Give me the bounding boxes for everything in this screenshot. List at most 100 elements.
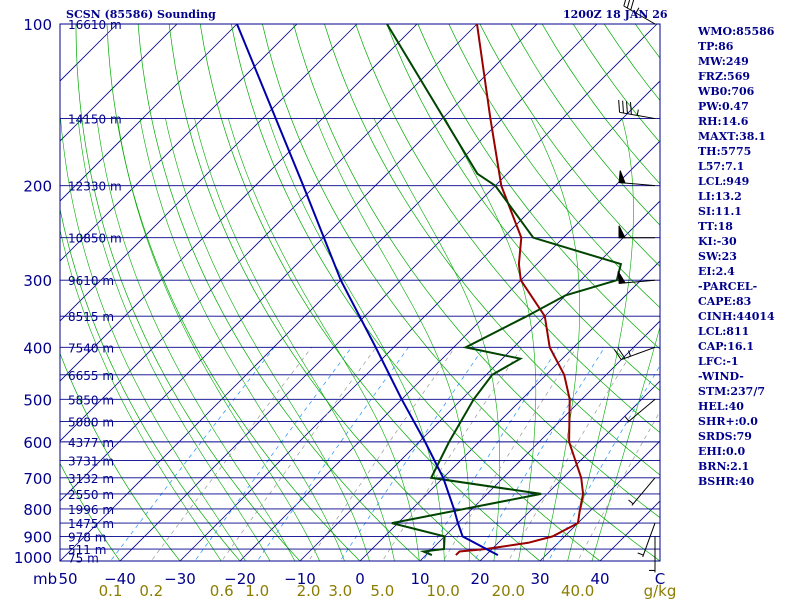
dewpoint-trace <box>386 24 623 557</box>
index-item: PW:0.47 <box>698 100 749 113</box>
index-item: L57:7.1 <box>698 160 745 173</box>
temperature-tick-label: 10 <box>410 570 429 588</box>
height-label: 10850 m <box>68 232 122 246</box>
mixing-ratio-label: 3.0 <box>328 582 352 600</box>
mixing-ratio-line <box>194 347 352 561</box>
sounding-title: SCSN (85586) Sounding <box>66 8 216 21</box>
wind-barb-half <box>636 109 639 116</box>
dry-adiabat <box>137 24 421 561</box>
isotherm-line <box>299 200 660 561</box>
index-item: CAPE:83 <box>698 295 752 308</box>
wind-barb-pennant <box>617 271 626 284</box>
isobar-lines <box>59 23 661 562</box>
pressure-tick-label: 100 <box>23 16 52 34</box>
height-label: 1996 m <box>68 503 114 517</box>
mixing-ratio-label: 0.6 <box>210 582 234 600</box>
dry-adiabat <box>60 462 121 561</box>
dry-adiabat <box>479 24 660 267</box>
height-label: 511 m <box>68 543 106 557</box>
wind-barb-flag <box>622 100 624 114</box>
mixing-ratio-line <box>308 347 456 561</box>
height-label: 75 m <box>68 551 99 565</box>
wind-barb-staff <box>642 522 656 558</box>
mixing-ratio-line <box>221 347 377 561</box>
index-item: TH:5775 <box>698 145 752 158</box>
mixing-ratio-lines <box>110 347 660 561</box>
pressure-tick-label: 400 <box>23 339 52 357</box>
index-item: BSHR:40 <box>698 475 755 488</box>
wind-barb-flag <box>617 347 626 359</box>
index-item: HEL:40 <box>698 400 744 413</box>
mixing-ratio-line <box>150 347 312 561</box>
dry-adiabat <box>75 24 301 561</box>
dry-adiabat <box>355 24 660 434</box>
wind-barb-pennant <box>618 225 626 239</box>
wind-barb-flag <box>626 0 631 9</box>
height-label: 14150 m <box>68 113 122 127</box>
wind-barb-half <box>637 552 644 556</box>
temperature-tick-label: 40 <box>590 570 609 588</box>
wind-barb-pennant <box>618 170 626 184</box>
height-label: 5850 m <box>68 393 114 407</box>
isotherm-line <box>60 24 298 262</box>
isotherm-line <box>119 24 658 561</box>
isotherm-line <box>60 24 478 442</box>
index-item: TP:86 <box>698 40 734 53</box>
index-item: -PARCEL- <box>698 280 758 293</box>
index-item: -WIND- <box>698 370 744 383</box>
mixing-ratio-label: 0.1 <box>99 582 123 600</box>
index-item: BRN:2.1 <box>698 460 750 473</box>
wind-barb-staff <box>621 346 656 361</box>
wind-barb-flag <box>613 349 622 360</box>
isotherm-line <box>359 260 660 561</box>
index-item: TT:18 <box>698 220 733 233</box>
index-item: STM:237/7 <box>698 385 765 398</box>
height-label: 978 m <box>68 530 106 544</box>
wind-barb-half <box>635 7 640 14</box>
mixing-ratio-line <box>381 347 523 561</box>
isotherm-line <box>239 140 660 561</box>
wind-barb-staff <box>623 5 656 25</box>
isotherm-line <box>60 24 178 142</box>
mixing-ratio-line <box>577 410 660 561</box>
dry-adiabat <box>60 207 241 561</box>
height-label: 8515 m <box>68 310 114 324</box>
wind-barb-flag <box>618 99 621 113</box>
index-item: FRZ:569 <box>698 70 751 83</box>
pressure-tick-label: 500 <box>23 391 52 409</box>
height-label: 4377 m <box>68 436 114 450</box>
height-label: 7540 m <box>68 341 114 355</box>
isotherm-line <box>60 24 418 382</box>
height-label: 1475 m <box>68 517 114 531</box>
sounding-time: 1200Z 18 JAN 26 <box>563 8 668 21</box>
plot-frame <box>59 23 661 562</box>
dry-adiabat <box>168 24 481 561</box>
mixing-ratio-line <box>339 347 485 561</box>
mixing-ratio-label: 0.2 <box>139 582 163 600</box>
temperature-tick-label: −20 <box>224 570 256 588</box>
isotherm-line <box>419 320 660 561</box>
height-label: 9610 m <box>68 274 114 288</box>
mixing-ratio-label: 2.0 <box>297 582 321 600</box>
dry-adiabat <box>199 24 541 561</box>
mixing-ratio-label: 40.0 <box>561 582 594 600</box>
mixing-ratio-unit-label: g/kg <box>644 582 677 600</box>
dry-adiabat <box>386 24 660 392</box>
temperature-unit-label: C <box>655 570 665 588</box>
parcel-trace <box>236 24 499 556</box>
wind-barb-flag <box>623 0 627 7</box>
index-item: WMO:85586 <box>698 25 775 38</box>
height-label: 5080 m <box>68 416 114 430</box>
temperature-trace <box>455 24 585 556</box>
index-item: SI:11.1 <box>698 205 742 218</box>
index-item: EI:2.4 <box>698 265 735 278</box>
index-item: SW:23 <box>698 250 737 263</box>
pressure-tick-label: 600 <box>23 434 52 452</box>
isotherm-lines <box>60 24 660 561</box>
isotherm-line <box>539 440 660 561</box>
temperature-tick-label: −40 <box>104 570 136 588</box>
dry-adiabat <box>60 352 181 561</box>
temperature-tick-label: −10 <box>284 570 316 588</box>
